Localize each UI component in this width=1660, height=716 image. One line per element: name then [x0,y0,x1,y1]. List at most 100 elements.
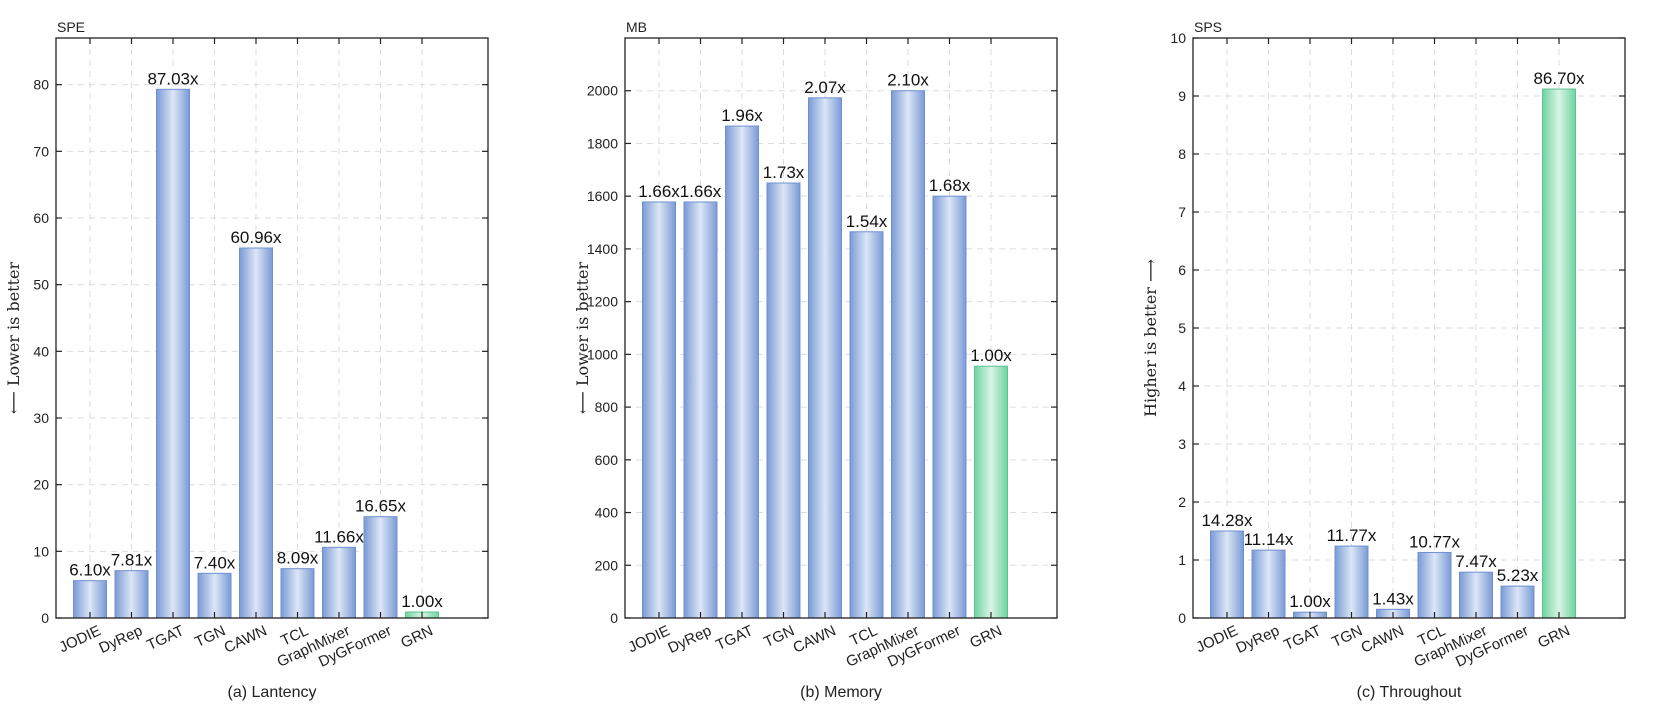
data-label: 11.14x [1244,530,1294,549]
y-tick-label: 5 [1178,320,1186,336]
data-label: 86.70x [1533,69,1585,88]
bar-dyrep [114,570,149,619]
x-tick-label-grn: GRN [398,622,435,651]
x-tick-label-cawn: CAWN [1358,622,1406,657]
bar-dyrep [683,201,718,619]
y-tick-label: 9 [1178,88,1186,104]
unit-label: SPE [57,19,85,35]
bar-tgn [766,182,801,619]
data-label: 1.54x [846,212,888,231]
data-label: 14.28x [1201,511,1253,530]
y-tick-label: 2000 [587,83,618,99]
bar-tcl [849,231,884,619]
y-tick-label: 4 [1178,378,1186,394]
data-label: 11.66x [314,527,364,546]
data-label: 11.77x [1327,526,1377,545]
bar-jodie [1210,530,1244,619]
x-tick-label-tgn: TGN [761,622,797,651]
bar-graphmixer [1459,571,1493,619]
y-tick-label: 800 [595,399,619,415]
data-label: 5.23x [1497,566,1539,585]
y-tick-label: 200 [595,557,619,573]
data-label: 8.09x [277,549,319,568]
y-tick-label: 0 [1178,610,1186,626]
y-tick-label: 8 [1178,146,1186,162]
data-label: 7.40x [194,553,236,572]
bar-tgat [725,125,759,619]
x-tick-label-jodie: JODIE [625,622,672,656]
bar-tcl [1417,551,1452,619]
data-label: 2.07x [804,78,846,97]
bar-dygformer [363,516,398,619]
bar-grn [1542,88,1576,619]
chart-panel-memory: 1.66x 1.66x 1.96x 1.73x 2.07x 1.54x 2.10x 1.68x… [573,19,1058,701]
data-label: 1.96x [721,106,763,125]
bar-cawn [808,97,842,619]
y-tick-label: 1000 [587,346,618,362]
y-tick-label: 400 [595,505,619,521]
data-label: 1.00x [1289,592,1331,611]
y-axis-label: ⟵ Lower is better [573,262,592,415]
x-tick-label-cawn: CAWN [790,622,838,657]
x-tick-label-cawn: CAWN [221,622,269,657]
y-tick-label: 7 [1178,204,1186,220]
y-tick-label: 70 [33,143,49,159]
bar-jodie [642,201,676,619]
data-label: 2.10x [887,71,929,90]
y-tick-label: 80 [33,77,49,93]
bar-tcl [280,568,315,619]
x-tick-label-grn: GRN [967,622,1004,651]
bar-dyrep [1251,549,1286,619]
x-tick-label-tgat: TGAT [1281,622,1323,654]
y-tick-label: 50 [33,277,49,293]
x-tick-label-dyrep: DyRep [1233,622,1282,657]
caption: (c) Throughout [1357,684,1462,701]
data-label: 1.00x [401,592,443,611]
bar-grn [974,365,1008,619]
bar-tgn [197,572,232,619]
bar-dygformer [932,195,967,619]
y-tick-label: 0 [41,610,49,626]
y-tick-label: 30 [33,410,49,426]
data-label: 60.96x [230,228,282,247]
data-label: 7.47x [1455,552,1497,571]
x-tick-label-tgn: TGN [1329,622,1365,651]
axes-frame [624,37,1058,619]
x-tick-label-tgat: TGAT [713,622,755,654]
x-tick-label-jodie: JODIE [1193,622,1240,656]
y-axis-label: Higher is better ⟶ [1141,259,1160,417]
x-tick-label-jodie: JODIE [56,622,103,656]
data-label: 1.66x [638,182,680,201]
caption: (a) Lantency [228,684,317,701]
y-tick-label: 10 [1170,30,1186,46]
y-tick-label: 1 [1178,552,1186,568]
bar-graphmixer [891,90,925,619]
y-tick-label: 1200 [587,294,618,310]
data-label: 10.77x [1409,532,1461,551]
bar-cawn [239,247,273,619]
y-axis-label: ⟵ Lower is better [4,262,23,415]
data-label: 1.68x [929,176,971,195]
y-tick-label: 6 [1178,262,1186,278]
x-tick-label-dyrep: DyRep [665,622,714,657]
y-tick-label: 1800 [587,135,618,151]
data-label: 6.10x [69,561,111,580]
y-tick-label: 40 [33,343,49,359]
axes-frame [55,37,489,619]
y-tick-label: 0 [610,610,618,626]
chart-panel-throughout: 14.28x11.14x1.00x11.77x1.43x10.77x7.47x5… [1141,19,1626,701]
y-tick-label: 3 [1178,436,1186,452]
y-tick-label: 1400 [587,241,618,257]
y-tick-label: 20 [33,477,49,493]
caption: (b) Memory [800,684,882,701]
x-tick-label-tgn: TGN [192,622,228,651]
x-tick-label-dyrep: DyRep [96,622,145,657]
data-label: 1.00x [970,346,1012,365]
data-label: 16.65x [355,497,407,516]
unit-label: MB [626,19,647,35]
data-label: 7.81x [111,551,153,570]
data-label: 1.43x [1372,589,1414,608]
